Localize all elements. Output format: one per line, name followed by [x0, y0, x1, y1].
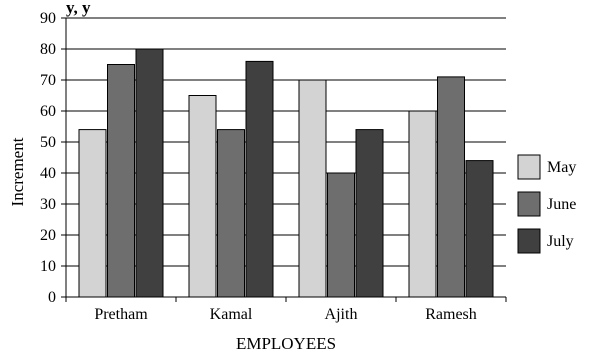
bar-may-ramesh [408, 110, 437, 298]
x-tick-label: Pretham [94, 306, 148, 323]
legend: May June July [517, 154, 576, 254]
legend-swatch-may [517, 154, 541, 180]
y-tick-label: 50 [40, 134, 56, 151]
x-tick-label: Ramesh [425, 306, 477, 323]
bar-july-pretham [135, 48, 164, 298]
y-tick-label: 10 [40, 258, 56, 275]
y-axis-ticks: 0 10 20 30 40 50 60 70 80 90 [40, 10, 66, 306]
y-axis-title: Increment [8, 137, 27, 206]
bar-may-ajith [298, 79, 327, 298]
bars [78, 48, 494, 298]
y-tick-label: 80 [40, 41, 56, 58]
bar-july-ramesh [465, 160, 494, 298]
bar-july-kamal [245, 60, 274, 298]
y-tick-label: 40 [40, 165, 56, 182]
bar-june-ajith [327, 172, 355, 298]
legend-label-may: May [547, 159, 576, 176]
legend-swatch-june [517, 191, 541, 217]
legend-swatch-july [517, 228, 541, 254]
bar-june-kamal [217, 129, 245, 298]
bar-may-pretham [78, 129, 107, 298]
legend-label-july: July [547, 233, 574, 250]
x-tick-label: Ajith [325, 306, 358, 323]
y-tick-label: 20 [40, 227, 56, 244]
x-axis-title: EMPLOYEES [236, 334, 336, 353]
y-tick-label: 60 [40, 103, 56, 120]
bar-june-pretham [107, 64, 135, 298]
y-tick-label: 70 [40, 72, 56, 89]
bar-june-ramesh [437, 76, 465, 298]
bar-may-kamal [188, 95, 217, 298]
x-tick-label: Kamal [210, 306, 253, 323]
y-tick-label: 90 [40, 10, 56, 27]
legend-label-june: June [547, 196, 576, 213]
x-axis-ticks: Pretham Kamal Ajith Ramesh [65, 297, 507, 323]
y-tick-label: 0 [48, 289, 56, 306]
chart-title-fragment: y, y [66, 0, 91, 17]
y-tick-label: 30 [40, 196, 56, 213]
bar-july-ajith [355, 129, 384, 298]
